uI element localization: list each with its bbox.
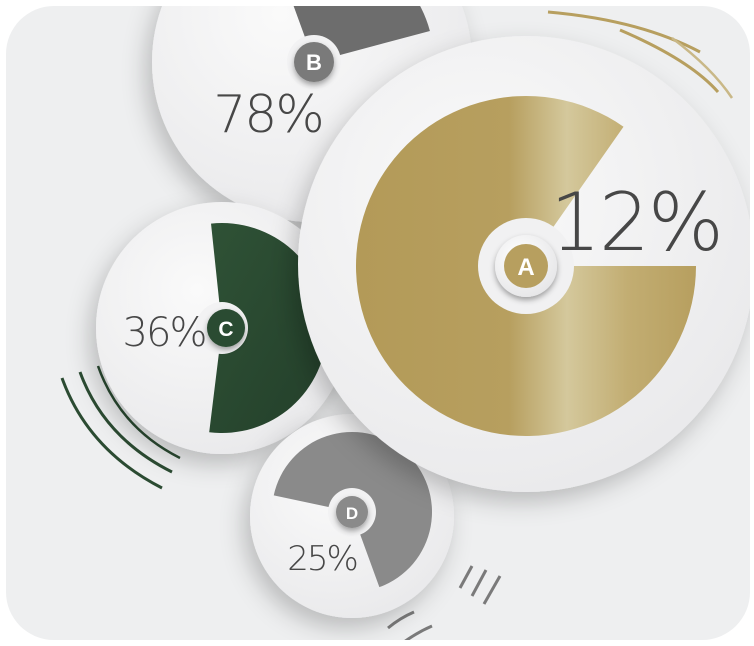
badge-b-letter: B (306, 50, 322, 75)
label-a-value: 12% (550, 176, 722, 269)
disc-a: A 12% (298, 36, 750, 492)
gray-tick-2 (470, 569, 488, 597)
segment-c (209, 223, 328, 434)
gray-tick-3 (482, 575, 502, 605)
badge-a (504, 244, 548, 288)
badge-a-letter: A (517, 254, 534, 281)
gold-arc-3 (671, 37, 734, 99)
disc-d: D 25% (250, 414, 454, 618)
gray-tick-4 (387, 610, 415, 630)
badge-d (336, 496, 368, 528)
chart-area: B 78% C 36% D 25% A (60, 6, 750, 640)
green-arc-3 (96, 365, 181, 460)
badge-d-letter: D (346, 504, 358, 523)
gold-arc-1 (547, 10, 701, 54)
decorative-arcs (60, 10, 734, 640)
badge-c (207, 309, 245, 347)
green-arc-2 (78, 371, 173, 474)
label-d-value: 25% (287, 539, 357, 579)
green-arc-1 (60, 377, 163, 490)
label-c-value: 36% (123, 310, 206, 356)
badge-b (294, 42, 334, 82)
gray-tick-5 (403, 624, 433, 640)
gray-tick-1 (458, 565, 474, 589)
label-b-value: 78% (213, 85, 323, 145)
disc-c: C 36% (96, 202, 348, 454)
segment-b (272, 6, 430, 62)
badge-c-letter: C (218, 318, 233, 341)
gold-arc-2 (619, 28, 720, 93)
